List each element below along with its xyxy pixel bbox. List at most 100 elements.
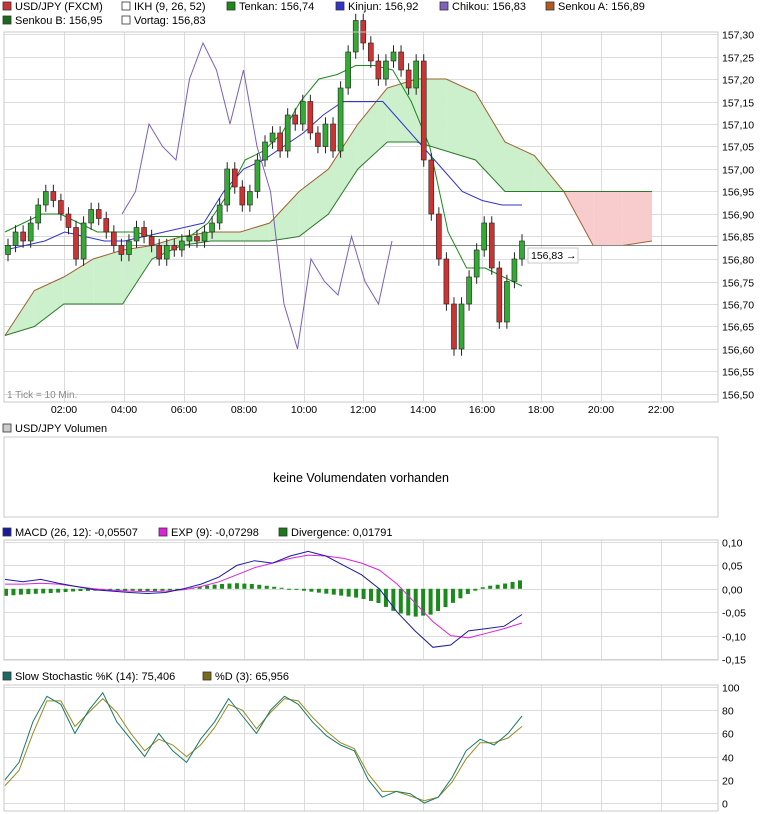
cloud-segment (357, 88, 388, 169)
divergence-bar (145, 588, 150, 592)
macd-tick-label: -0,15 (722, 655, 746, 667)
divergence-bar (138, 588, 143, 591)
stoch-tick-label: 40 (722, 753, 734, 765)
candle-body (451, 303, 457, 350)
divergence-bar (391, 588, 396, 611)
macd-legend-swatch-2 (278, 527, 288, 537)
price-tick-label: 156,90 (722, 210, 754, 222)
time-tick-label: 04:00 (111, 404, 137, 416)
candle-body (368, 42, 374, 62)
candle-body (12, 231, 19, 246)
stoch-legend-swatch-1 (202, 671, 212, 681)
divergence-bar (41, 588, 46, 594)
time-tick-label: 10:00 (291, 404, 317, 416)
candle-body (73, 227, 79, 260)
divergence-bar (369, 588, 374, 601)
volume-legend-label-0: USD/JPY Volumen (15, 423, 107, 435)
price-tick-label: 157,00 (722, 165, 754, 177)
divergence-bar (473, 588, 478, 591)
macd-legend-label-2: Divergence: 0,01791 (291, 527, 393, 539)
divergence-bar (488, 585, 493, 589)
senkou-b-line (4, 141, 652, 336)
divergence-bar (495, 584, 500, 589)
candle-body (118, 245, 125, 255)
price-legend-swatch-2 (226, 1, 236, 11)
candle-body (299, 101, 306, 125)
macd-frame (3, 539, 719, 661)
candle-body (413, 60, 419, 89)
divergence-bar (279, 587, 284, 589)
volume-panel: keine Volumendaten vorhanden (3, 436, 719, 518)
macd-panel: 0,10 0,05 0,00 -0,05 -0,10 -0,15 (3, 538, 746, 667)
candle-body (307, 101, 314, 134)
price-tick-label: 156,65 (722, 322, 754, 334)
price-tick-label: 156,55 (722, 367, 754, 379)
price-tick-label: 156,95 (722, 187, 754, 199)
candle-body (496, 267, 503, 323)
stoch-legend-label-0: Slow Stochastic %K (14): 75,406 (15, 671, 175, 683)
candle-body (284, 114, 291, 152)
candle-body (179, 240, 185, 251)
cloud-segment (299, 169, 329, 237)
macd-legend-label-0: MACD (26, 12): -0,05507 (15, 527, 138, 539)
last-price-tag: 156,83 → (527, 247, 579, 264)
time-tick-label: 12:00 (350, 404, 376, 416)
candle-body (216, 204, 223, 224)
divergence-bar (197, 586, 202, 589)
price-legend-label-6: Senkou B: 156,95 (15, 15, 102, 27)
candle-body (58, 200, 64, 215)
candle-body (65, 213, 72, 228)
divergence-bar (56, 588, 61, 593)
price-legend-swatch-0 (2, 1, 12, 11)
divergence-bar (376, 588, 381, 603)
time-tick-label: 20:00 (588, 404, 614, 416)
divergence-bar (220, 583, 225, 589)
candle-body (148, 236, 155, 246)
candle-body (315, 132, 321, 147)
candle-body (20, 231, 26, 242)
macd-tick-label: 0,00 (722, 585, 743, 597)
price-series (4, 13, 718, 356)
candle-body (390, 51, 397, 62)
stoch-series (4, 691, 523, 804)
price-legend-swatch-7 (121, 15, 131, 25)
price-legend-swatch-6 (2, 15, 12, 25)
time-tick-label: 06:00 (171, 404, 197, 416)
cloud-segment (387, 79, 417, 142)
cloud-segment (240, 223, 270, 241)
cloud-segment (328, 124, 358, 214)
candle-body (5, 245, 11, 255)
time-tick-label: 08:00 (231, 404, 257, 416)
time-tick-label: 14:00 (410, 404, 436, 416)
candle-body (88, 209, 94, 224)
price-tick-label: 157,25 (722, 53, 754, 65)
divergence-bar (346, 588, 351, 597)
divergence-bar (108, 588, 113, 591)
divergence-bar (205, 585, 210, 589)
price-tick-label: 157,15 (722, 98, 754, 110)
candle-body (111, 231, 117, 246)
divergence-bar (503, 583, 508, 589)
price-tick-label: 156,80 (722, 255, 754, 267)
price-legend-swatch-5 (545, 1, 555, 11)
time-tick-label: 18:00 (528, 404, 554, 416)
volume-legend-swatch-0 (2, 423, 12, 433)
macd-tick-label: -0,10 (722, 632, 746, 644)
price-legend-label-3: Kinjun: 156,92 (348, 1, 418, 13)
divergence-bar (294, 588, 299, 590)
macd-series (4, 550, 523, 648)
divergence-bar (443, 588, 448, 608)
price-legend-label-1: IKH (9, 26, 52) (134, 1, 206, 13)
candle-body (398, 51, 404, 71)
divergence-bar (458, 588, 463, 599)
price-tick-label: 156,60 (722, 345, 754, 357)
divergence-bar (272, 586, 277, 589)
candle-body (292, 114, 299, 125)
divergence-bar (361, 588, 366, 599)
divergence-bar (242, 583, 247, 589)
candle-body (224, 168, 231, 206)
stoch-tick-label: 100 (722, 683, 740, 695)
stoch-tick-label: 0 (722, 799, 728, 811)
macd-grid (4, 540, 718, 660)
arrow-right-icon: → (566, 250, 577, 262)
